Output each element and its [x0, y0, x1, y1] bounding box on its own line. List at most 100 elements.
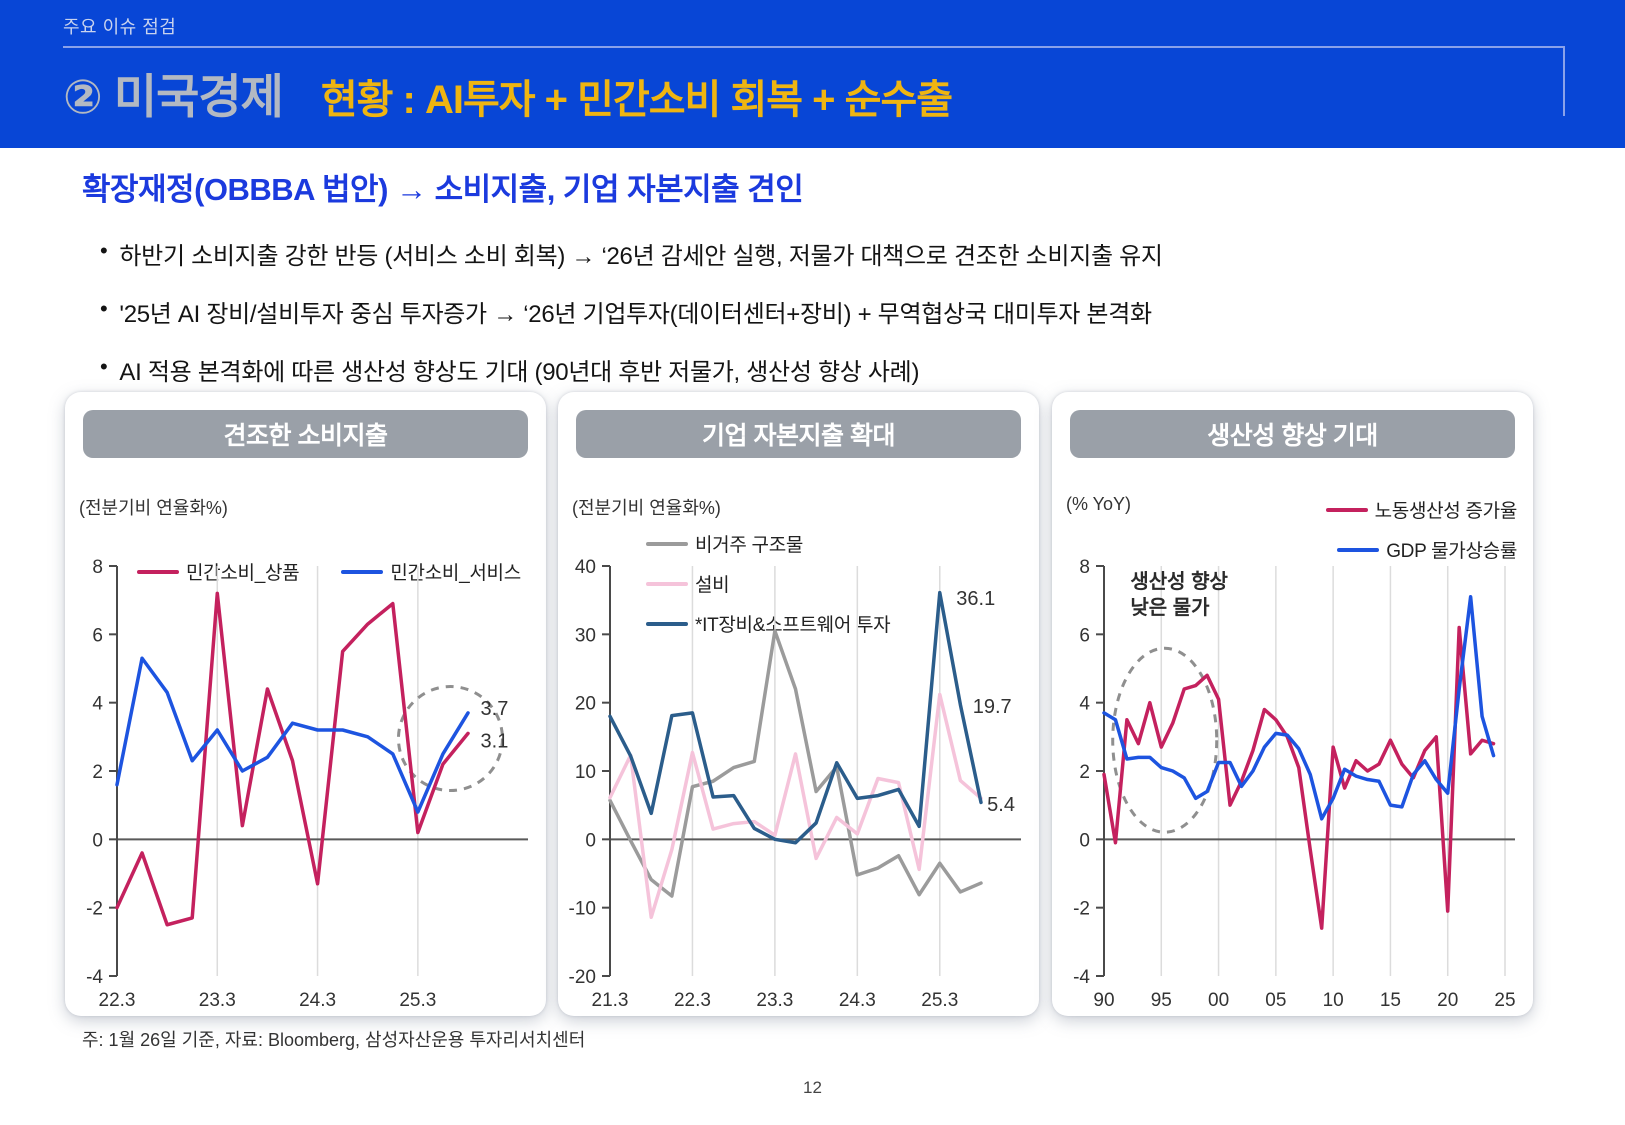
svg-text:23.3: 23.3 [756, 990, 793, 1011]
svg-text:4: 4 [92, 694, 103, 715]
bullet-dot: • [100, 238, 108, 263]
bullet-item: • AI 적용 본격화에 따른 생산성 향상도 기대 (90년대 후반 저물가,… [100, 352, 1540, 387]
svg-text:30: 30 [575, 625, 596, 646]
svg-text:0: 0 [585, 830, 596, 851]
svg-text:25.3: 25.3 [921, 990, 958, 1011]
svg-text:8: 8 [92, 557, 103, 578]
bullet-dot: • [100, 296, 108, 321]
legend-swatch [646, 621, 688, 626]
legend-label: 민간소비_상품 [186, 563, 300, 584]
axis-unit-label: (% YoY) [1066, 494, 1132, 514]
svg-text:생산성 향상: 생산성 향상 [1130, 570, 1228, 593]
svg-text:6: 6 [92, 625, 103, 646]
bullet-item: • '25년 AI 장비/설비투자 중심 투자증가 → ‘26년 기업투자(데이… [100, 294, 1540, 329]
svg-text:6: 6 [1079, 625, 1090, 646]
legend-entry: 비거주 구조물 [646, 530, 890, 557]
legend-entry: GDP 물가상승률 [1337, 536, 1517, 563]
legend-label: 비거주 구조물 [695, 535, 804, 556]
svg-text:0: 0 [1079, 830, 1090, 851]
page-number: 12 [803, 1078, 822, 1097]
consumption-line-chart: -4 -2 0 2 4 6 8 22.3 23.3 24.3 25.3 3.7 3.1 [86, 557, 528, 1011]
source-footnote: 주: 1월 26일 기준, 자료: Bloomberg, 삼성자산운용 투자리서… [82, 1030, 586, 1050]
breadcrumb: 주요 이슈 점검 [63, 17, 177, 37]
bullet-item: • 하반기 소비지출 강한 반등 (서비스 소비 회복) → ‘26년 감세안 … [100, 236, 1540, 271]
svg-text:0: 0 [92, 830, 103, 851]
svg-text:-2: -2 [86, 899, 103, 920]
header-rule [63, 46, 1565, 116]
svg-text:00: 00 [1208, 990, 1229, 1011]
bullet-text: '25년 AI 장비/설비투자 중심 투자증가 → ‘26년 기업투자(데이터센… [119, 301, 1152, 328]
legend-label: 민간소비_서비스 [390, 563, 521, 584]
svg-text:3.7: 3.7 [481, 698, 509, 720]
chart-area-consumption: (전분기비 연율화%) 민간소비_상품 민간소비_서비스 -4 -2 0 2 4 6 8 22.… [65, 458, 546, 1016]
svg-text:4: 4 [1079, 694, 1090, 715]
legend-swatch [646, 581, 688, 586]
svg-text:-4: -4 [86, 967, 103, 988]
chart-legend: 노동생산성 증가율 GDP 물가상승률 [1325, 496, 1517, 563]
svg-text:25: 25 [1494, 990, 1515, 1011]
svg-text:40: 40 [575, 557, 596, 578]
bullet-text: 하반기 소비지출 강한 반등 (서비스 소비 회복) → ‘26년 감세안 실행… [119, 243, 1163, 270]
svg-text:36.1: 36.1 [956, 588, 995, 610]
axis-unit-label: (전분기비 연율화%) [572, 498, 721, 518]
svg-text:낮은 물가: 낮은 물가 [1130, 596, 1210, 619]
svg-text:15: 15 [1380, 990, 1401, 1011]
card-title: 견조한 소비지출 [83, 410, 528, 458]
svg-text:22.3: 22.3 [99, 990, 136, 1011]
svg-text:2: 2 [92, 762, 103, 783]
svg-text:05: 05 [1265, 990, 1286, 1011]
legend-swatch [646, 541, 688, 546]
svg-text:24.3: 24.3 [299, 990, 336, 1011]
bullet-list: • 하반기 소비지출 강한 반등 (서비스 소비 회복) → ‘26년 감세안 … [100, 236, 1540, 410]
card-consumption: 견조한 소비지출 (전분기비 연율화%) 민간소비_상품 민간소비_서비스 -4-… [65, 392, 546, 1016]
chart-area-capex: (전분기비 연율화%) 비거주 구조물 설비 *IT장비&소프트웨어 투자 -20-… [558, 458, 1039, 1016]
capex-line-chart: -20 -10 0 10 20 30 40 21.3 22.3 23.3 24.3 25.3 36.1 1… [569, 557, 1021, 1011]
section-heading: 확장재정(OBBBA 법안) → 소비지출, 기업 자본지출 견인 [82, 172, 804, 207]
svg-text:10: 10 [575, 762, 596, 783]
card-title: 기업 자본지출 확대 [576, 410, 1021, 458]
bullet-dot: • [100, 354, 108, 379]
card-title: 생산성 향상 기대 [1070, 410, 1515, 458]
svg-text:5.4: 5.4 [987, 794, 1015, 816]
legend-entry: 설비 [646, 570, 890, 597]
svg-text:19.7: 19.7 [973, 696, 1012, 718]
legend-label: 설비 [695, 575, 730, 596]
legend-entry: *IT장비&소프트웨어 투자 [646, 610, 891, 637]
svg-text:-20: -20 [569, 967, 596, 988]
svg-text:20: 20 [1437, 990, 1458, 1011]
card-productivity: 생산성 향상 기대 (% YoY) 노동생산성 증가율 GDP 물가상승률 -4 -… [1052, 392, 1533, 1016]
svg-text:20: 20 [575, 694, 596, 715]
svg-text:2: 2 [1079, 762, 1090, 783]
bullet-text: AI 적용 본격화에 따른 생산성 향상도 기대 (90년대 후반 저물가, 생… [119, 359, 920, 386]
legend-swatch [1337, 547, 1380, 552]
legend-entry: 노동생산성 증가율 [1325, 496, 1517, 523]
svg-text:21.3: 21.3 [592, 990, 629, 1011]
legend-swatch [341, 569, 384, 574]
axis-unit-label: (전분기비 연율화%) [79, 498, 228, 518]
svg-text:-4: -4 [1073, 967, 1090, 988]
svg-text:-10: -10 [569, 899, 596, 920]
legend-entry: 민간소비_서비스 [341, 558, 521, 585]
header-title-row: ② 미국경제 현황 : AI투자 + 민간소비 회복 + 순수출 [63, 58, 953, 127]
legend-entry: 민간소비_상품 [137, 558, 300, 585]
svg-text:25.3: 25.3 [399, 990, 436, 1011]
svg-text:-2: -2 [1073, 899, 1090, 920]
legend-swatch [1325, 507, 1368, 512]
svg-text:3.1: 3.1 [481, 730, 509, 752]
chart-area-productivity: (% YoY) 노동생산성 증가율 GDP 물가상승률 -4 -2 0 2 4 6 8 90 95… [1052, 458, 1533, 1016]
svg-text:95: 95 [1151, 990, 1172, 1011]
legend-swatch [137, 569, 179, 574]
svg-text:22.3: 22.3 [674, 990, 711, 1011]
legend-label: GDP 물가상승률 [1386, 541, 1517, 562]
svg-text:24.3: 24.3 [839, 990, 876, 1011]
slide-header: 주요 이슈 점검 ② 미국경제 현황 : AI투자 + 민간소비 회복 + 순수… [0, 0, 1625, 148]
chart-legend: 민간소비_상품 민간소비_서비스 [137, 558, 521, 585]
section-number: ② 미국경제 [63, 70, 284, 123]
svg-text:23.3: 23.3 [199, 990, 236, 1011]
svg-text:10: 10 [1323, 990, 1344, 1011]
svg-text:8: 8 [1079, 557, 1090, 578]
legend-label: *IT장비&소프트웨어 투자 [695, 615, 891, 636]
